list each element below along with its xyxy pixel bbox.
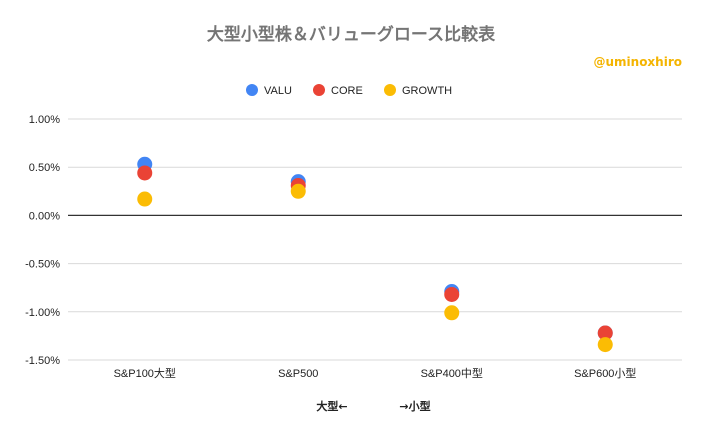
legend: VALU CORE GROWTH xyxy=(246,84,452,97)
legend-marker xyxy=(313,84,325,96)
legend-label: GROWTH xyxy=(402,85,452,97)
legend-marker xyxy=(384,84,396,96)
x-axis-label-left: 大型← xyxy=(316,399,347,413)
legend-item-core: CORE xyxy=(313,84,363,97)
x-axis: S&P100大型 S&P500 S&P400中型 S&P600小型 xyxy=(114,366,637,380)
data-point-growth xyxy=(444,305,460,321)
y-tick-label: 1.00% xyxy=(29,114,60,126)
x-tick-label: S&P400中型 xyxy=(421,366,483,380)
legend-label: CORE xyxy=(331,85,363,97)
x-tick-label: S&P100大型 xyxy=(114,366,176,380)
x-tick-label: S&P500 xyxy=(278,368,318,380)
chart-title: 大型小型株＆バリューグロース比較表 xyxy=(207,24,496,45)
y-tick-label: 0.50% xyxy=(29,162,60,174)
y-tick-label: 0.00% xyxy=(29,210,60,222)
legend-item-growth: GROWTH xyxy=(384,84,452,97)
data-points xyxy=(137,156,613,353)
data-point-core xyxy=(444,286,460,302)
legend-label: VALU xyxy=(264,85,292,97)
legend-item-valu: VALU xyxy=(246,84,292,97)
legend-marker xyxy=(246,84,258,96)
y-tick-label: -1.50% xyxy=(25,355,60,367)
data-point-core xyxy=(597,325,613,341)
y-tick-label: -0.50% xyxy=(25,259,60,271)
data-point-growth xyxy=(290,183,306,199)
data-point-core xyxy=(137,165,153,181)
x-tick-label: S&P600小型 xyxy=(574,366,636,380)
x-axis-label-right: →小型 xyxy=(399,399,430,413)
data-point-growth xyxy=(137,191,153,207)
gridlines xyxy=(68,118,682,361)
data-point-growth xyxy=(597,337,613,353)
y-tick-label: -1.00% xyxy=(25,307,60,319)
y-axis: 1.00% 0.50% 0.00% -0.50% -1.00% -1.50% xyxy=(25,114,60,367)
chart-credit: @uminoxhiro xyxy=(593,55,682,69)
